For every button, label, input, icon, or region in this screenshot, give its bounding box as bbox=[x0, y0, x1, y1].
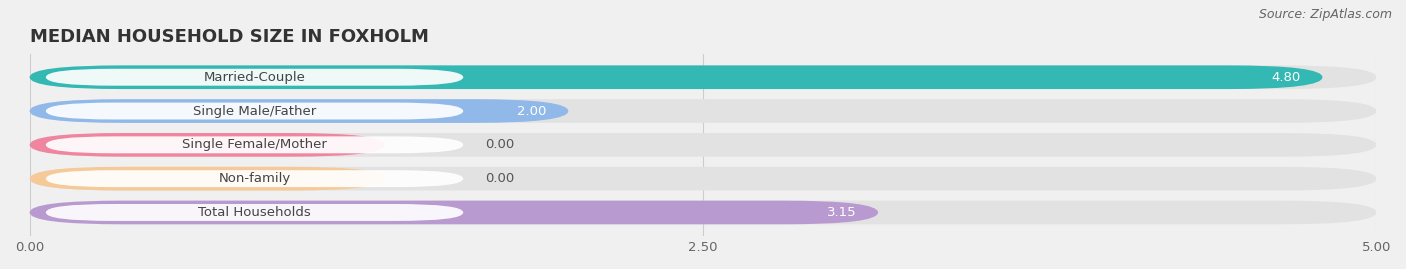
Text: Single Female/Mother: Single Female/Mother bbox=[183, 138, 328, 151]
Text: 3.15: 3.15 bbox=[827, 206, 856, 219]
FancyBboxPatch shape bbox=[30, 167, 1376, 190]
FancyBboxPatch shape bbox=[46, 170, 463, 187]
FancyBboxPatch shape bbox=[30, 133, 1376, 157]
FancyBboxPatch shape bbox=[46, 136, 463, 153]
FancyBboxPatch shape bbox=[30, 201, 1376, 224]
Text: Source: ZipAtlas.com: Source: ZipAtlas.com bbox=[1258, 8, 1392, 21]
Text: 0.00: 0.00 bbox=[485, 138, 515, 151]
Text: Married-Couple: Married-Couple bbox=[204, 71, 305, 84]
FancyBboxPatch shape bbox=[30, 99, 1376, 123]
Text: Single Male/Father: Single Male/Father bbox=[193, 105, 316, 118]
FancyBboxPatch shape bbox=[30, 201, 877, 224]
FancyBboxPatch shape bbox=[30, 65, 1376, 89]
Text: 2.00: 2.00 bbox=[517, 105, 547, 118]
Text: Non-family: Non-family bbox=[218, 172, 291, 185]
FancyBboxPatch shape bbox=[46, 204, 463, 221]
FancyBboxPatch shape bbox=[30, 65, 1323, 89]
FancyBboxPatch shape bbox=[30, 167, 384, 190]
Text: 0.00: 0.00 bbox=[485, 172, 515, 185]
FancyBboxPatch shape bbox=[46, 102, 463, 119]
Text: 4.80: 4.80 bbox=[1271, 71, 1301, 84]
Text: Total Households: Total Households bbox=[198, 206, 311, 219]
Text: MEDIAN HOUSEHOLD SIZE IN FOXHOLM: MEDIAN HOUSEHOLD SIZE IN FOXHOLM bbox=[30, 29, 429, 47]
FancyBboxPatch shape bbox=[46, 69, 463, 86]
FancyBboxPatch shape bbox=[30, 99, 568, 123]
FancyBboxPatch shape bbox=[30, 133, 384, 157]
